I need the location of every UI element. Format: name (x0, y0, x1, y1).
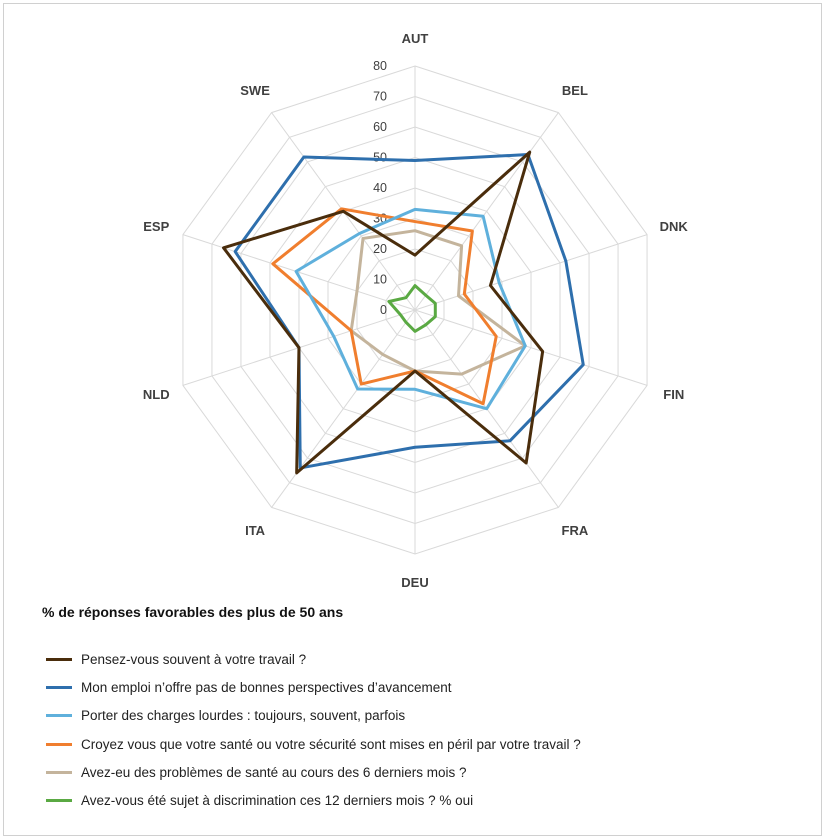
legend-entry-6: Avez-vous été sujet à discrimination ces… (46, 786, 581, 814)
legend-entry-3: Porter des charges lourdes : toujours, s… (46, 702, 581, 730)
tick-label-50: 50 (373, 151, 387, 165)
category-label-bel: BEL (562, 83, 588, 98)
legend: Pensez-vous souvent à votre travail ? Mon… (46, 645, 581, 815)
tick-label-80: 80 (373, 59, 387, 73)
legend-swatch (46, 657, 72, 661)
category-label-ita: ITA (245, 523, 266, 538)
category-label-swe: SWE (240, 83, 270, 98)
legend-label: Avez-vous été sujet à discrimination ces… (81, 793, 474, 809)
series-line-3 (294, 207, 527, 411)
category-label-esp: ESP (143, 219, 169, 234)
legend-entry-1: Pensez-vous souvent à votre travail ? (46, 645, 581, 673)
category-label-fin: FIN (663, 387, 684, 402)
tick-label-60: 60 (373, 120, 387, 134)
spoke-dnk (414, 234, 648, 311)
legend-entry-2: Mon emploi n’offre pas de bonnes perspec… (46, 673, 581, 701)
legend-swatch (46, 770, 72, 774)
legend-swatch (46, 742, 72, 746)
tick-label-40: 40 (373, 181, 387, 195)
spoke-fin (414, 309, 648, 386)
spoke-ita (271, 309, 416, 508)
chart-frame (3, 3, 822, 836)
spoke-esp (182, 234, 416, 311)
legend-swatch (46, 685, 72, 689)
series-line-2 (233, 153, 585, 470)
legend-entry-5: Avez-eu des problèmes de santé au cours … (46, 758, 581, 786)
series-line-6 (387, 284, 437, 333)
category-label-dnk: DNK (660, 219, 689, 234)
legend-swatch (46, 799, 72, 803)
legend-label: Mon emploi n’offre pas de bonnes perspec… (81, 679, 452, 695)
legend-label: Porter des charges lourdes : toujours, s… (81, 708, 406, 724)
legend-label: Pensez-vous souvent à votre travail ? (81, 651, 307, 667)
tick-label-10: 10 (373, 273, 387, 287)
radar-grid (182, 65, 648, 555)
radar-series (222, 150, 585, 475)
category-labels: AUT BEL DNK FIN FRA DEU ITA NLD ESP SWE (143, 31, 689, 590)
tick-label-70: 70 (373, 90, 387, 104)
chart-subtitle: % de réponses favorables des plus de 50 … (42, 604, 344, 620)
legend-swatch (46, 714, 72, 718)
tick-label-0: 0 (380, 303, 387, 317)
category-label-nld: NLD (143, 387, 170, 402)
legend-entry-4: Croyez vous que votre santé ou votre séc… (46, 730, 581, 758)
category-label-fra: FRA (562, 523, 589, 538)
tick-label-20: 20 (373, 242, 387, 256)
legend-label: Croyez vous que votre santé ou votre séc… (81, 736, 581, 752)
series-line-1 (222, 150, 545, 475)
legend-label: Avez-eu des problèmes de santé au cours … (81, 764, 467, 780)
spoke-bel (414, 112, 559, 311)
category-label-aut: AUT (402, 31, 429, 46)
category-label-deu: DEU (401, 575, 428, 590)
